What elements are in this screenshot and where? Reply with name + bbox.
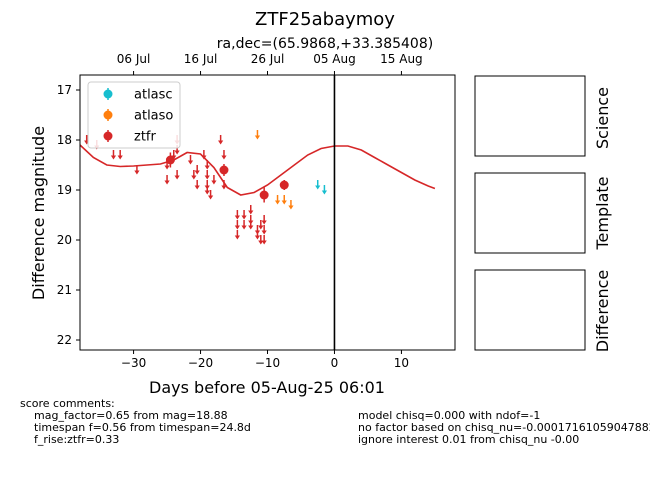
ztfr-upper-limit	[218, 135, 224, 145]
legend-marker-atlaso	[103, 109, 113, 121]
legend-marker-atlasc	[103, 88, 113, 100]
y-tick-label: 19	[57, 183, 72, 197]
ztfr-upper-limit	[207, 190, 214, 200]
ztfr-upper-limit	[221, 150, 227, 160]
model-comment-line: model chisq=0.000 with ndof=-1	[358, 409, 541, 422]
chart-title: ZTF25abaymoy	[255, 9, 395, 30]
ztfr-upper-limit	[258, 235, 264, 245]
ztfr-detection	[219, 164, 229, 176]
ztfr-upper-limit	[234, 220, 240, 230]
x-tick-label: −20	[188, 356, 213, 370]
ztfr-upper-limit	[174, 170, 180, 180]
ztfr-upper-limit	[134, 165, 140, 175]
y-tick-label: 21	[57, 283, 72, 297]
y-axis-label: Difference magnitude	[29, 126, 48, 300]
legend-label-atlasc: atlasc	[134, 88, 173, 103]
plot-content	[80, 75, 436, 350]
ztfr-upper-limit	[194, 180, 200, 190]
top-tick-label: 05 Aug	[313, 52, 356, 66]
x-axis-label: Days before 05-Aug-25 06:01	[149, 378, 385, 397]
ztfr-upper-limit	[248, 220, 254, 230]
ztfr-upper-limit	[187, 155, 194, 165]
model-comment-line: ignore interest 0.01 from chisq_nu -0.00	[358, 433, 580, 446]
axes: −30 −20 −10 0 10 17 18 19 20 21 22 06 Jul 16 Jul 26 J…	[57, 52, 456, 370]
score-comments-heading: score comments:	[20, 397, 115, 410]
score-comment-line: mag_factor=0.65 from mag=18.88	[34, 409, 228, 422]
ztfr-upper-limit	[204, 185, 210, 195]
y-tick-label: 22	[57, 333, 72, 347]
model-curve	[80, 144, 436, 196]
legend-label-atlaso: atlaso	[134, 109, 173, 124]
difference-label: Difference	[593, 270, 612, 352]
atlasc-upper-limit	[321, 185, 328, 195]
ztfr-upper-limit	[164, 175, 170, 185]
legend-marker-ztfr	[103, 130, 113, 142]
atlaso-upper-limit	[288, 200, 294, 210]
template-label: Template	[593, 176, 612, 250]
ztfr-upper-limit	[241, 210, 247, 220]
x-tick-label: 0	[331, 356, 339, 370]
legend: atlasc atlaso ztfr	[87, 81, 181, 149]
ztfr-detection	[165, 152, 175, 168]
ztfr-upper-limit	[234, 230, 240, 240]
legend-box	[87, 81, 181, 149]
top-tick-label: 15 Aug	[380, 52, 423, 66]
ztfr-upper-limit	[204, 160, 210, 170]
top-tick-label: 26 Jul	[251, 52, 285, 66]
ztfr-upper-limit	[261, 215, 267, 225]
atlaso-upper-limit	[274, 195, 281, 205]
score-comment-line: f_rise:ztfr=0.33	[34, 433, 120, 446]
ztfr-upper-limit	[254, 230, 261, 240]
ztfr-upper-limit	[110, 150, 117, 160]
top-tick-label: 16 Jul	[184, 52, 218, 66]
ztfr-upper-limit	[221, 180, 227, 190]
ztfr-upper-limit	[201, 150, 207, 160]
ztfr-detection	[259, 187, 269, 203]
ztfr-upper-limit	[204, 170, 210, 180]
science-panel	[474, 75, 586, 157]
y-tick-label: 17	[57, 83, 72, 97]
atlasc-upper-limit	[315, 180, 321, 190]
ztfr-upper-limit	[211, 175, 217, 185]
atlaso-upper-limit	[281, 195, 287, 205]
y-tick-label: 20	[57, 233, 72, 247]
ztfr-upper-limit	[261, 225, 267, 235]
ztfr-upper-limit	[248, 205, 254, 215]
ztfr-upper-limit	[241, 220, 247, 230]
model-comment-line: no factor based on chisq_nu=-0.000171610…	[358, 421, 650, 434]
difference-panel	[474, 269, 586, 351]
chart-subtitle: ra,dec=(65.9868,+33.385408)	[217, 36, 433, 52]
ztfr-upper-limit	[191, 170, 197, 180]
ztfr-detection	[279, 180, 289, 190]
template-panel	[474, 172, 586, 254]
ztfr-upper-limit	[194, 165, 200, 175]
score-comment-line: timespan f=0.56 from timespan=24.8d	[34, 421, 251, 434]
atlaso-upper-limit	[254, 130, 261, 140]
science-label: Science	[593, 87, 612, 149]
ztfr-upper-limit	[117, 150, 123, 160]
ztfr-upper-limit	[258, 220, 264, 230]
x-tick-label: −30	[121, 356, 146, 370]
top-tick-label: 06 Jul	[117, 52, 151, 66]
x-tick-label: 10	[394, 356, 409, 370]
plot-area	[80, 75, 436, 350]
legend-label-ztfr: ztfr	[134, 130, 156, 145]
ztfr-upper-limit	[261, 235, 267, 245]
ztfr-upper-limit	[234, 210, 240, 220]
x-tick-label: −10	[255, 356, 280, 370]
y-tick-label: 18	[57, 133, 72, 147]
